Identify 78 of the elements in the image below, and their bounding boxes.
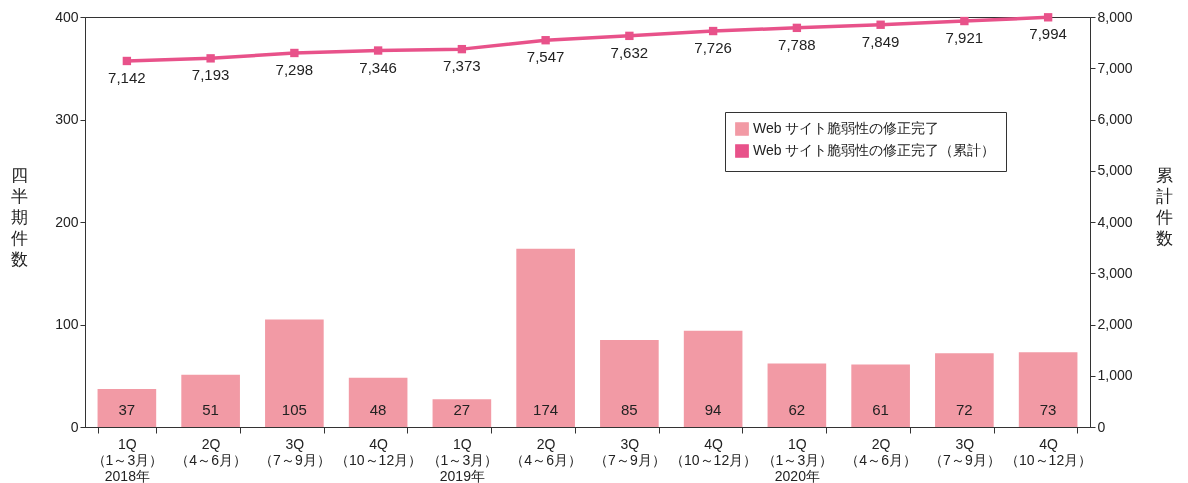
point	[960, 16, 969, 26]
data-label: 27	[453, 401, 471, 418]
point	[541, 36, 550, 45]
point	[876, 20, 885, 29]
data-label: 7,632	[610, 43, 649, 61]
y2-tick-label: 7,000	[1097, 59, 1133, 76]
y-tick-label: 100	[55, 316, 79, 332]
data-label: 48	[369, 401, 387, 418]
data-label: 174	[533, 401, 559, 418]
data-label: 73	[1039, 401, 1057, 418]
data-label: 7,726	[694, 39, 732, 57]
y-tick-label: 0	[70, 418, 79, 435]
bar	[1018, 352, 1078, 427]
data-label: 85	[621, 401, 638, 418]
data-label: 37	[118, 401, 136, 418]
point	[1043, 13, 1053, 22]
y2-tick-label: 1,000	[1097, 367, 1133, 384]
data-label: 7,994	[1029, 25, 1067, 43]
y2-tick-label: 8,000	[1097, 8, 1133, 25]
data-label: 7,849	[861, 32, 900, 50]
x-tick-label: 3Q （7～9月）	[594, 435, 666, 468]
x-tick-label: 2Q （4～6月）	[175, 435, 247, 468]
x-tick-label: 1Q （1～3月） 2020年	[761, 435, 834, 483]
point	[792, 23, 802, 33]
bar	[851, 364, 910, 427]
y-tick-label: 300	[55, 111, 79, 127]
y-tick-label: 200	[55, 213, 79, 230]
x-tick-label: 2Q （4～6月）	[510, 435, 582, 468]
y2-axis-title: 累計件数	[1156, 165, 1173, 248]
data-label: 7,142	[108, 68, 146, 86]
legend-label: Web サイト脆弱性の修正完了（累計）	[753, 142, 996, 158]
point	[625, 31, 634, 41]
data-label: 7,921	[945, 29, 984, 47]
data-label: 61	[872, 401, 889, 418]
x-tick-label: 4Q （10～12月）	[335, 435, 423, 468]
y-axis-title: 四半期件数	[11, 165, 28, 269]
point	[373, 46, 383, 55]
bar	[767, 363, 827, 427]
y2-tick-label: 3,000	[1097, 264, 1133, 281]
y-tick-label: 400	[55, 8, 79, 25]
point	[206, 54, 215, 63]
data-label: 7,788	[778, 35, 816, 53]
bar	[265, 319, 324, 427]
data-label: 7,346	[359, 58, 397, 76]
x-tick-label: 1Q （1～3月） 2019年	[426, 435, 499, 483]
bar	[600, 339, 659, 427]
point	[122, 56, 132, 66]
bar	[348, 377, 408, 427]
data-label: 7,373	[443, 57, 481, 75]
data-label: 7,298	[275, 60, 314, 78]
point	[290, 48, 299, 58]
bar	[516, 248, 575, 427]
x-tick-label: 3Q （7～9月）	[259, 435, 331, 468]
bar	[935, 353, 994, 427]
point	[708, 26, 718, 36]
data-label: 105	[281, 401, 307, 418]
bar	[181, 374, 240, 427]
bar	[683, 330, 743, 427]
data-label: 62	[788, 401, 806, 418]
data-label: 7,193	[191, 66, 230, 84]
bar	[432, 399, 492, 427]
y2-tick-label: 4,000	[1097, 213, 1133, 230]
data-label: 94	[704, 401, 722, 418]
bar	[97, 389, 157, 427]
x-tick-label: 3Q （7～9月）	[929, 435, 1001, 468]
y2-tick-label: 5,000	[1097, 162, 1133, 179]
y2-tick-label: 2,000	[1097, 316, 1133, 332]
point	[457, 44, 467, 54]
legend-label: Web サイト脆弱性の修正完了	[753, 120, 940, 136]
y2-tick-label: 6,000	[1097, 111, 1133, 127]
data-label: 51	[202, 401, 219, 418]
data-label: 7,547	[526, 48, 565, 66]
x-tick-label: 4Q （10～12月）	[670, 435, 758, 468]
x-tick-label: 4Q （10～12月）	[1005, 435, 1093, 468]
x-tick-label: 1Q （1～3月） 2018年	[91, 435, 164, 483]
x-tick-label: 2Q （4～6月）	[845, 435, 917, 468]
y2-tick-label: 0	[1097, 418, 1106, 435]
data-label: 72	[956, 401, 973, 418]
